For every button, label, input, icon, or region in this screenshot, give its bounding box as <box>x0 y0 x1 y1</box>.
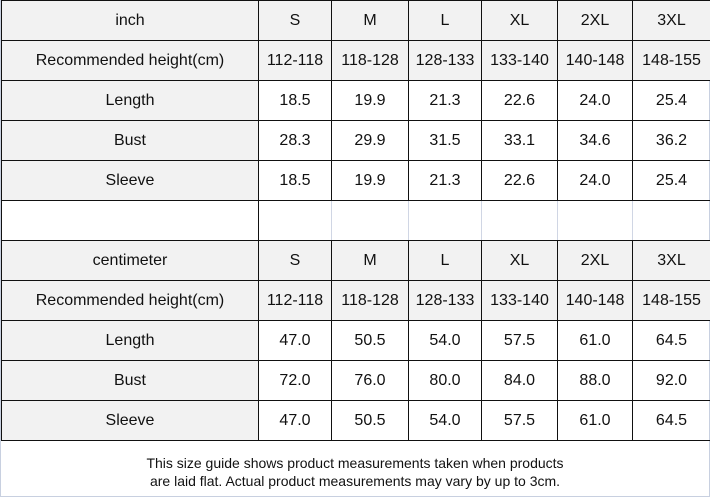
table-cell: 22.6 <box>481 160 558 201</box>
table-cell: XL <box>481 240 558 281</box>
table-cell: 64.5 <box>632 320 710 361</box>
header-row: inch S M L XL 2XL 3XL <box>1 0 710 41</box>
table-cell: 76.0 <box>331 360 409 401</box>
table-cell: 18.5 <box>258 80 332 121</box>
table-cell: 54.0 <box>408 320 482 361</box>
table-cell: 31.5 <box>408 120 482 161</box>
row-label: inch <box>1 0 259 41</box>
table-cell: 92.0 <box>632 360 710 401</box>
table-cell: 2XL <box>557 0 633 41</box>
empty-cell <box>557 200 633 241</box>
table-cell: 64.5 <box>632 400 710 441</box>
table-row: Recommended height(cm) 112-118 118-128 128-… <box>1 40 710 81</box>
table-cell: 28.3 <box>258 120 332 161</box>
table-cell: 118-128 <box>331 40 409 81</box>
table-cell: 133-140 <box>481 40 558 81</box>
empty-cell <box>1 200 259 241</box>
table-cell: 50.5 <box>331 400 409 441</box>
table-cell: M <box>331 240 409 281</box>
empty-cell <box>408 200 482 241</box>
table-cell: L <box>408 0 482 41</box>
table-cell: 112-118 <box>258 280 332 321</box>
empty-cell <box>258 200 332 241</box>
row-label: Length <box>1 320 259 361</box>
table-cell: 88.0 <box>557 360 633 401</box>
row-label: Sleeve <box>1 160 259 201</box>
table-cell: 33.1 <box>481 120 558 161</box>
table-cell: 148-155 <box>632 40 710 81</box>
row-label: Bust <box>1 120 259 161</box>
table-cell: 72.0 <box>258 360 332 401</box>
table-cell: 24.0 <box>557 160 633 201</box>
table-row: Length 18.5 19.9 21.3 22.6 24.0 25.4 <box>1 80 710 121</box>
table-cell: 3XL <box>632 0 710 41</box>
table-cell: XL <box>481 0 558 41</box>
table-cell: 2XL <box>557 240 633 281</box>
table-row: Sleeve 18.5 19.9 21.3 22.6 24.0 25.4 <box>1 160 710 201</box>
table-cell: 57.5 <box>481 400 558 441</box>
table-cell: 112-118 <box>258 40 332 81</box>
table-cell: 25.4 <box>632 160 710 201</box>
table-cell: 22.6 <box>481 80 558 121</box>
table-row: Length 47.0 50.5 54.0 57.5 61.0 64.5 <box>1 320 710 361</box>
note-line-2: are laid flat. Actual product measuremen… <box>149 473 561 489</box>
empty-cell <box>632 200 710 241</box>
table-cell: 50.5 <box>331 320 409 361</box>
table-cell: S <box>258 0 332 41</box>
table-cell: 3XL <box>632 240 710 281</box>
table-cell: M <box>331 0 409 41</box>
header-row: centimeter S M L XL 2XL 3XL <box>1 240 710 281</box>
table-cell: 18.5 <box>258 160 332 201</box>
empty-cell <box>481 200 558 241</box>
size-table: inch S M L XL 2XL 3XL Recommended height(cm) 112… <box>1 0 710 441</box>
table-cell: 21.3 <box>408 80 482 121</box>
row-label: Length <box>1 80 259 121</box>
table-cell: 54.0 <box>408 400 482 441</box>
table-cell: 148-155 <box>632 280 710 321</box>
table-cell: 19.9 <box>331 80 409 121</box>
table-cell: 61.0 <box>557 320 633 361</box>
row-label: Recommended height(cm) <box>1 280 259 321</box>
table-cell: 25.4 <box>632 80 710 121</box>
table-row: Bust 28.3 29.9 31.5 33.1 34.6 36.2 <box>1 120 710 161</box>
table-cell: 80.0 <box>408 360 482 401</box>
table-cell: 21.3 <box>408 160 482 201</box>
table-cell: 61.0 <box>557 400 633 441</box>
table-cell: 140-148 <box>557 40 633 81</box>
table-cell: S <box>258 240 332 281</box>
row-label: Sleeve <box>1 400 259 441</box>
row-label: Recommended height(cm) <box>1 40 259 81</box>
table-cell: 128-133 <box>408 40 482 81</box>
empty-cell <box>331 200 409 241</box>
row-label: centimeter <box>1 240 259 281</box>
note-line-1: This size guide shows product measuremen… <box>146 455 564 471</box>
table-cell: 118-128 <box>331 280 409 321</box>
table-row: Sleeve 47.0 50.5 54.0 57.5 61.0 64.5 <box>1 400 710 441</box>
table-row: Recommended height(cm) 112-118 118-128 128-… <box>1 280 710 321</box>
table-cell: 128-133 <box>408 280 482 321</box>
table-cell: 47.0 <box>258 320 332 361</box>
table-cell: 34.6 <box>557 120 633 161</box>
table-cell: L <box>408 240 482 281</box>
table-cell: 57.5 <box>481 320 558 361</box>
size-guide-note: This size guide shows product measuremen… <box>1 454 709 490</box>
table-cell: 19.9 <box>331 160 409 201</box>
table-cell: 24.0 <box>557 80 633 121</box>
table-cell: 133-140 <box>481 280 558 321</box>
table-cell: 29.9 <box>331 120 409 161</box>
spacer-row <box>1 200 710 241</box>
table-cell: 84.0 <box>481 360 558 401</box>
table-row: Bust 72.0 76.0 80.0 84.0 88.0 92.0 <box>1 360 710 401</box>
table-cell: 140-148 <box>557 280 633 321</box>
row-label: Bust <box>1 360 259 401</box>
table-cell: 47.0 <box>258 400 332 441</box>
table-cell: 36.2 <box>632 120 710 161</box>
